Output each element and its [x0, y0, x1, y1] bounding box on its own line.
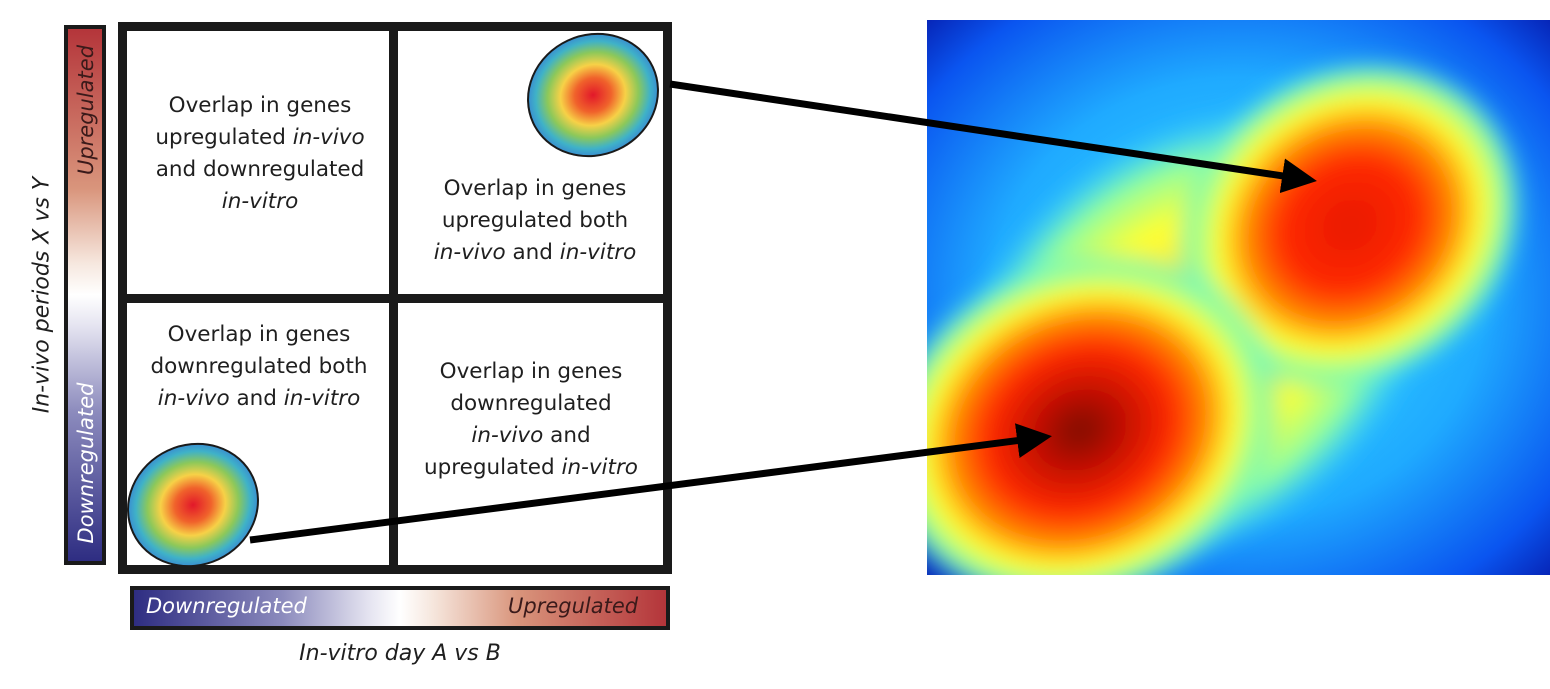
quadrant-top-left-text: Overlap in genes upregulated in-vivo and… [155, 93, 365, 214]
quadrant-top-right-text: Overlap in genes upregulated both in-viv… [433, 176, 637, 265]
arrow-to-lower-hotspot [249, 423, 1052, 544]
heatmap [927, 20, 1550, 575]
horizontal-axis-title: In-vitro day A vs B [299, 641, 501, 666]
horizontal-scale-down-label: Downregulated [146, 594, 307, 618]
horizontal-scale-up-label: Upregulated [508, 594, 639, 618]
upregulated-overlap-blob [527, 32, 659, 158]
horizontal-color-scale [130, 586, 670, 630]
quadrant-bottom-right-text: Overlap in genes downregulated in-vivo a… [424, 359, 638, 480]
heatmap-lower-hotspot [927, 248, 1285, 575]
grid-horizontal-divider [118, 294, 672, 303]
vertical-color-scale [64, 25, 106, 565]
quadrant-bottom-left-text: Overlap in genes downregulated both in-v… [150, 322, 368, 411]
downregulated-overlap-blob [127, 442, 259, 568]
arrow-to-upper-hotspot [669, 80, 1317, 194]
heatmap-upper-hotspot [1172, 56, 1528, 394]
